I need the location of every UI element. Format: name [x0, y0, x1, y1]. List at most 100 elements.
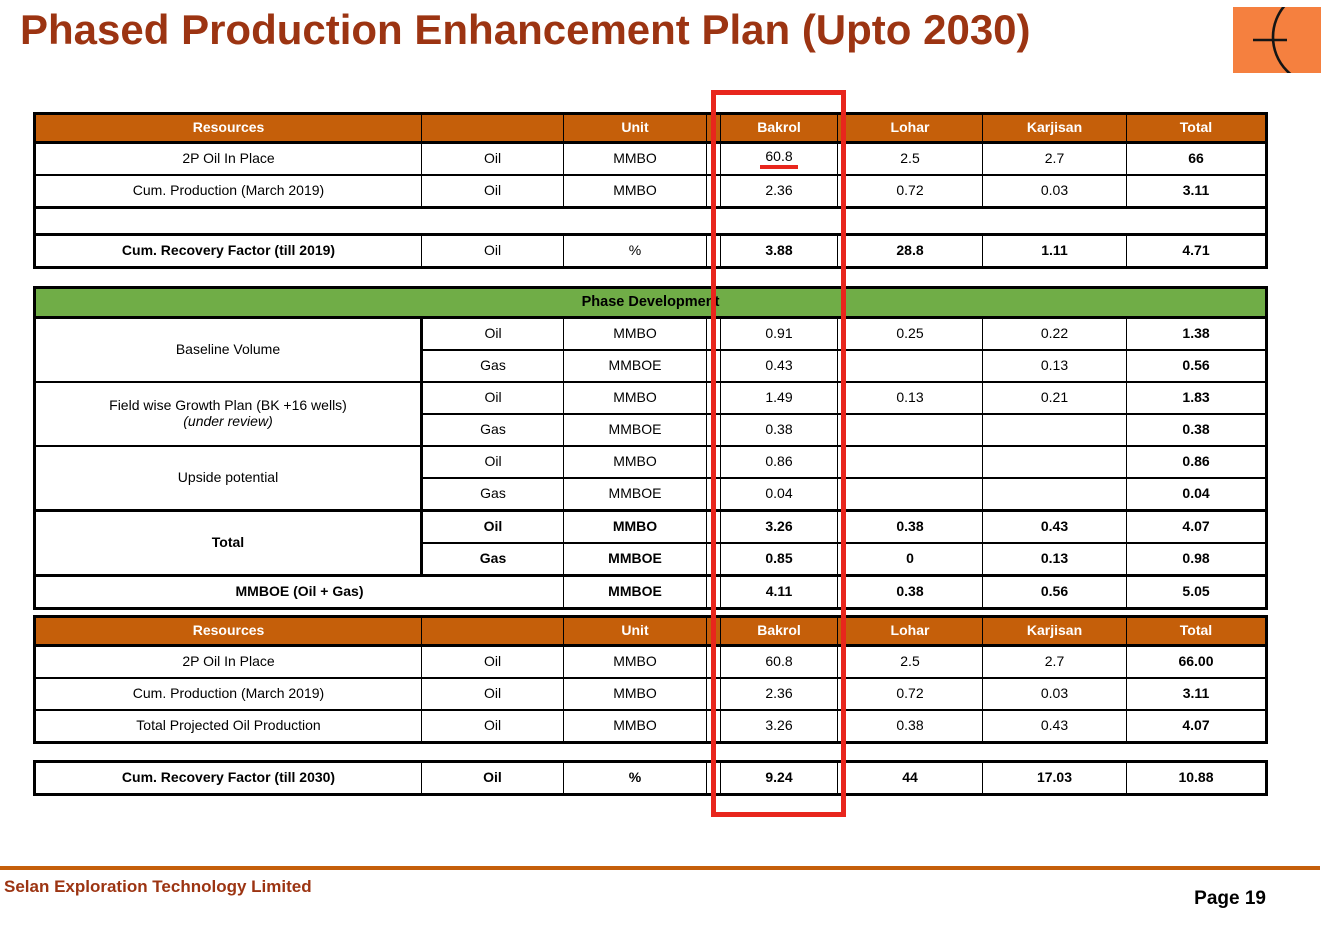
- cell-lohar: 2.5: [837, 141, 983, 176]
- cell-fluid: Oil: [421, 141, 564, 176]
- header-unit: Unit: [563, 615, 707, 647]
- cell-bakrol: 0.86: [720, 445, 838, 479]
- cell-lohar: 0.72: [837, 174, 983, 209]
- cell-lohar: 2.5: [837, 644, 983, 679]
- cell-spacer: [706, 349, 721, 383]
- cell-spacer: [706, 316, 721, 351]
- cell-bakrol: 3.26: [720, 709, 838, 744]
- cell-total: 4.07: [1126, 709, 1267, 744]
- cell-unit: MMBO: [563, 381, 707, 415]
- cell-spacer: [706, 477, 721, 512]
- cell-karjisan: 2.7: [982, 141, 1127, 176]
- phase-development-table: Phase Development Baseline Volume Oil MM…: [33, 286, 1269, 610]
- cell-spacer: [706, 233, 721, 269]
- cell-karjisan: [982, 477, 1127, 512]
- cell-group-label: Total: [34, 509, 423, 577]
- table-row: 2P Oil In Place Oil MMBO 60.8 2.5 2.7 66…: [34, 644, 1267, 679]
- cell-fluid: Oil: [421, 381, 564, 415]
- cell-label: Cum. Production (March 2019): [34, 174, 422, 209]
- cell-fluid: Gas: [421, 349, 564, 383]
- cell-unit: MMBO: [563, 709, 707, 744]
- blank-cell: [34, 206, 1267, 236]
- highlighted-value: 60.8: [760, 148, 798, 170]
- cell-karjisan: 0.13: [982, 349, 1127, 383]
- cell-total: 0.04: [1125, 477, 1268, 512]
- cell-bakrol: 60.8: [720, 141, 838, 176]
- cell-unit: MMBOE: [563, 574, 707, 610]
- cell-lohar: 0.13: [837, 381, 983, 415]
- cell-lohar: [837, 477, 983, 512]
- cell-lohar: 28.8: [837, 233, 983, 269]
- header-resources: Resources: [34, 615, 422, 647]
- cell-bakrol: 60.8: [720, 644, 838, 679]
- cell-fluid: Oil: [421, 445, 564, 479]
- cell-unit: MMBO: [563, 509, 707, 544]
- cell-fluid: Gas: [421, 413, 564, 447]
- table-header-row: Phase Development: [33, 286, 1268, 319]
- cell-karjisan: 0.03: [982, 174, 1127, 209]
- table-row: Gas MMBOE 0.38 0.38: [35, 413, 1268, 447]
- table-row: 2P Oil In Place Oil MMBO 60.8 2.5 2.7 66: [34, 141, 1267, 176]
- cell-unit: %: [563, 233, 707, 269]
- cell-karjisan: 0.43: [982, 509, 1127, 544]
- cell-label: MMBOE (Oil + Gas): [34, 574, 564, 610]
- cell-spacer: [706, 709, 721, 744]
- cell-lohar: 0.38: [837, 574, 983, 610]
- footer-divider: [0, 866, 1320, 870]
- cell-total: 0.38: [1125, 413, 1268, 447]
- header-bakrol: Bakrol: [720, 112, 838, 144]
- cell-bakrol: 2.36: [720, 174, 838, 209]
- table-row: Gas MMBOE 0.43 0.13 0.56: [35, 349, 1268, 383]
- cell-label: Cum. Production (March 2019): [34, 677, 422, 711]
- cell-spacer: [706, 677, 721, 711]
- cell-karjisan: [982, 445, 1127, 479]
- cell-fluid: Oil: [421, 644, 564, 679]
- cell-karjisan: 0.13: [982, 542, 1127, 577]
- cell-spacer: [706, 174, 721, 209]
- cell-fluid: Oil: [421, 709, 564, 744]
- cell-fluid: Oil: [421, 509, 564, 544]
- cell-spacer: [706, 542, 721, 577]
- cell-total: 4.71: [1126, 233, 1267, 269]
- header-total: Total: [1126, 615, 1267, 647]
- header-resources: Resources: [34, 112, 422, 144]
- cell-bakrol: 3.26: [720, 509, 838, 544]
- table-row: Gas MMBOE 0.85 0 0.13 0.98: [35, 542, 1268, 577]
- cell-total: 3.11: [1126, 174, 1267, 209]
- cell-bakrol: 1.49: [720, 381, 838, 415]
- cell-fluid: Gas: [421, 542, 564, 577]
- cell-bakrol: 3.88: [720, 233, 838, 269]
- summary-row: MMBOE (Oil + Gas) MMBOE 4.11 0.38 0.56 5…: [34, 574, 1268, 610]
- resources-2019-table: Resources Unit Bakrol Lohar Karjisan Tot…: [33, 112, 1268, 269]
- cell-label: Cum. Recovery Factor (till 2019): [34, 233, 422, 269]
- cell-lohar: 44: [837, 760, 983, 796]
- cell-fluid: Gas: [421, 477, 564, 512]
- resources-2030-table: Resources Unit Bakrol Lohar Karjisan Tot…: [33, 615, 1268, 744]
- cell-spacer: [706, 644, 721, 679]
- cell-spacer: [706, 509, 721, 544]
- cell-total: 66: [1126, 141, 1267, 176]
- header-bakrol: Bakrol: [720, 615, 838, 647]
- cell-karjisan: 0.21: [982, 381, 1127, 415]
- cell-total: 5.05: [1125, 574, 1268, 610]
- header-blank: [421, 615, 564, 647]
- header-karjisan: Karjisan: [982, 112, 1127, 144]
- group-label-note: (under review): [183, 413, 273, 429]
- cell-bakrol: 0.91: [720, 316, 838, 351]
- cell-spacer: [706, 445, 721, 479]
- cell-spacer: [706, 574, 721, 610]
- table-row: Total Projected Oil Production Oil MMBO …: [34, 709, 1267, 744]
- cell-lohar: 0.38: [837, 709, 983, 744]
- cell-unit: MMBOE: [563, 542, 707, 577]
- cell-total: 0.56: [1125, 349, 1268, 383]
- cell-unit: MMBO: [563, 141, 707, 176]
- cell-fluid: Oil: [421, 233, 564, 269]
- cell-spacer: [706, 760, 721, 796]
- cell-total: 66.00: [1126, 644, 1267, 679]
- page-number: Page 19: [1194, 888, 1266, 909]
- cell-karjisan: 2.7: [982, 644, 1127, 679]
- cell-total: 0.86: [1125, 445, 1268, 479]
- cell-unit: %: [563, 760, 707, 796]
- table-row: Total Oil MMBO 3.26 0.38 0.43 4.07: [34, 509, 1268, 577]
- cell-total: 4.07: [1125, 509, 1268, 544]
